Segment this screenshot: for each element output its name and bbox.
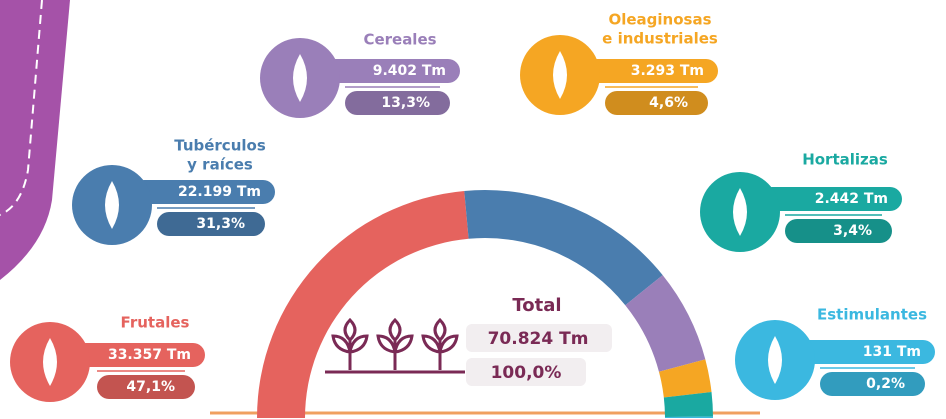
category-card: Hortalizas 2.442 Tm 3,4% [700, 151, 902, 252]
category-name: Tubérculos [174, 137, 266, 155]
category-icon [293, 54, 307, 102]
value-label: 131 Tm [863, 344, 921, 360]
share-label: 4,6% [649, 95, 688, 111]
share-label: 47,1% [126, 379, 175, 395]
arc-segment [664, 416, 713, 418]
value-label: 3.293 Tm [631, 63, 704, 79]
arc-segment [464, 190, 663, 306]
category-name: Frutales [121, 314, 190, 332]
share-pill [97, 375, 195, 399]
share-label: 0,2% [866, 376, 905, 392]
total-pill [466, 324, 612, 352]
arc-segment [658, 359, 712, 398]
total-title: Total [512, 295, 561, 316]
value-pill [760, 187, 902, 211]
decor-panel [0, 0, 70, 280]
category-name: y raíces [187, 156, 253, 174]
category-icon [733, 188, 747, 236]
plants-icon [325, 317, 465, 374]
value-pill [72, 343, 205, 367]
category-icon [43, 338, 57, 386]
category-card: Cereales 9.402 Tm 13,3% [260, 31, 460, 118]
value-label: 9.402 Tm [373, 63, 446, 79]
category-card: Estimulantes 131 Tm 0,2% [735, 306, 935, 400]
value-label: 22.199 Tm [178, 184, 261, 200]
arc-segment [257, 190, 469, 418]
share-pill [157, 212, 265, 236]
category-name: Hortalizas [802, 151, 888, 169]
arc-segment [663, 392, 713, 417]
value-pill [795, 340, 935, 364]
total-amount: 70.824 Tm [488, 329, 589, 349]
total-share: 100,0% [491, 363, 562, 383]
value-label: 2.442 Tm [815, 191, 888, 207]
category-name: e industriales [602, 30, 718, 48]
category-icon [105, 181, 119, 229]
arc-segment [625, 275, 706, 372]
value-pill [580, 59, 718, 83]
category-icon [553, 51, 567, 99]
share-label: 13,3% [381, 95, 430, 111]
share-label: 31,3% [196, 216, 245, 232]
decor-dash [0, 0, 43, 216]
share-label: 3,4% [833, 223, 872, 239]
share-pill [785, 219, 892, 243]
value-pill [320, 59, 460, 83]
value-pill [132, 180, 275, 204]
share-pill [820, 372, 925, 396]
share-pill [345, 91, 450, 115]
category-icon [768, 336, 782, 384]
category-name: Cereales [363, 31, 436, 49]
total-pill [466, 358, 586, 386]
share-pill [605, 91, 708, 115]
category-name: Estimulantes [817, 306, 927, 324]
category-card: Frutales 33.357 Tm 47,1% [10, 314, 205, 402]
category-name: Oleaginosas [608, 11, 711, 29]
value-label: 33.357 Tm [108, 347, 191, 363]
